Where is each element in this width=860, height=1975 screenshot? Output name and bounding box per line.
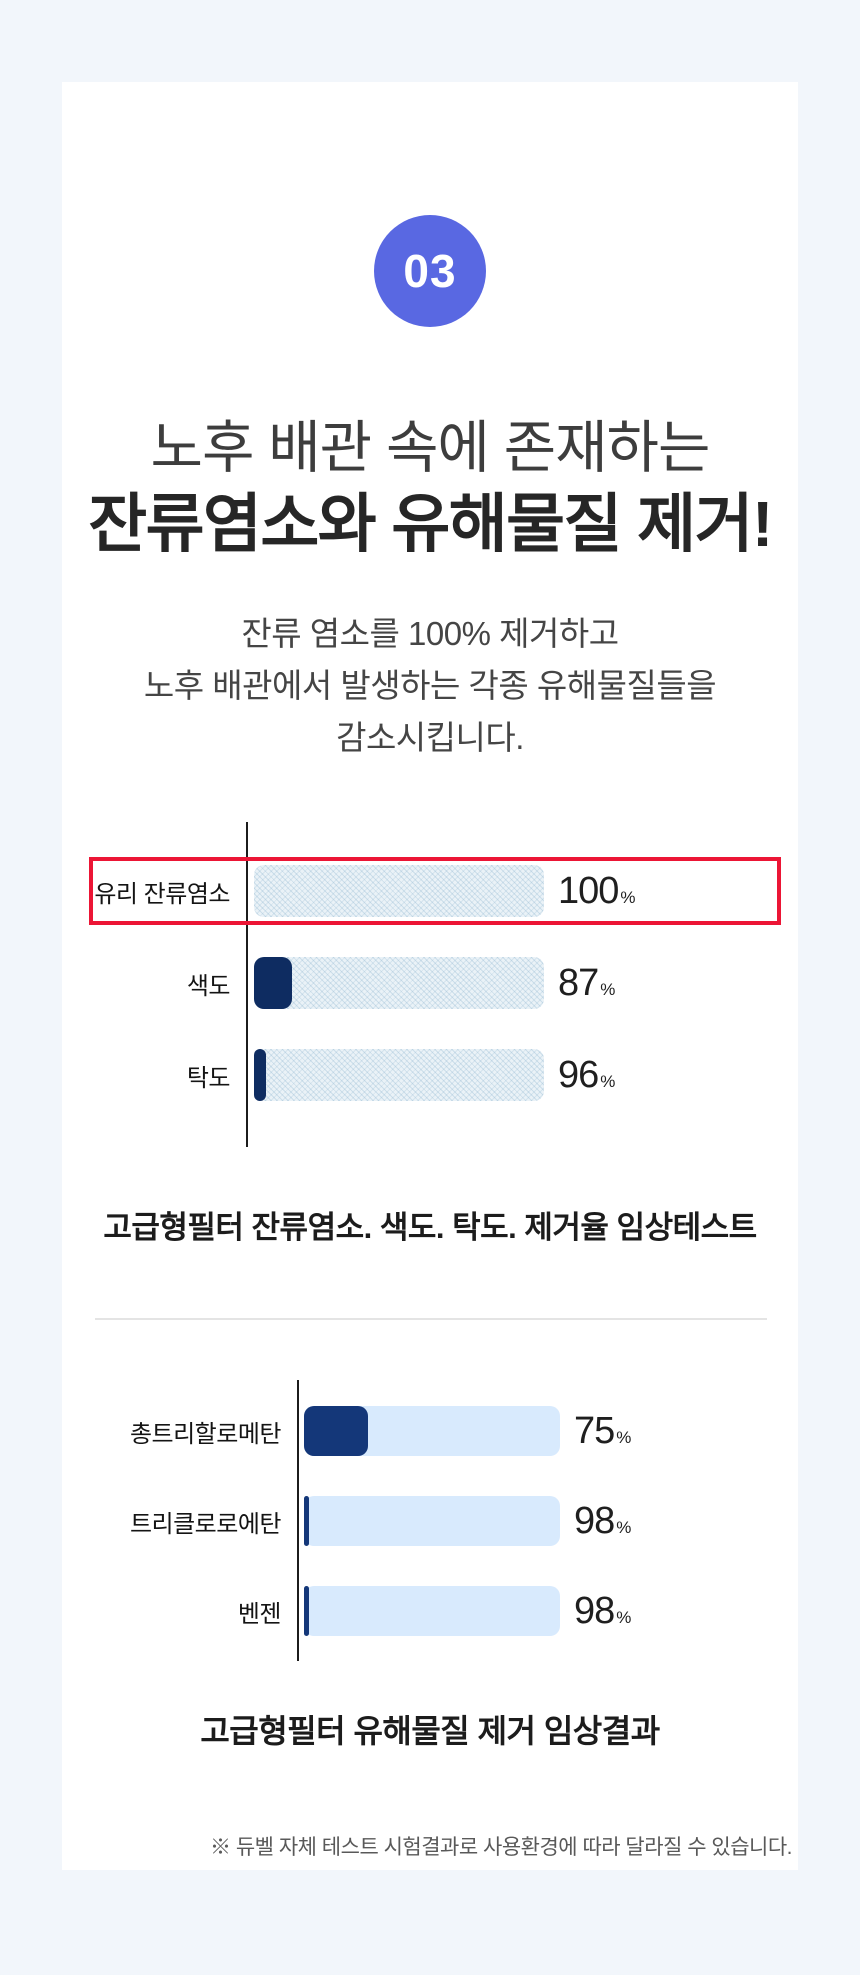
section-divider <box>95 1318 767 1320</box>
value-number: 87 <box>558 961 599 1004</box>
chart-axis-line <box>297 1380 299 1661</box>
content-card: 03 노후 배관 속에 존재하는 잔류염소와 유해물질 제거! 잔류 염소를 1… <box>62 82 798 1870</box>
bar-row-0: 유리 잔류염소 100% <box>89 865 781 917</box>
step-badge: 03 <box>374 215 486 327</box>
bar-residual-segment <box>254 1049 266 1101</box>
chart-caption-removal-rate: 고급형필터 잔류염소. 색도. 탁도. 제거율 임상테스트 <box>103 1210 757 1245</box>
value-number: 98 <box>574 1499 615 1542</box>
percent-sign: % <box>616 1517 632 1537</box>
page-title: 노후 배관 속에 존재하는 잔류염소와 유해물질 제거! <box>62 413 798 564</box>
percent-sign: % <box>616 1427 632 1447</box>
bar-label: 유리 잔류염소 <box>94 880 230 908</box>
bar-row-0: 총트리할로메탄 75% <box>89 1406 781 1456</box>
percent-sign: % <box>600 979 616 999</box>
description-line-3: 감소시킵니다. <box>336 719 524 756</box>
bar-label: 탁도 <box>186 1064 231 1092</box>
bar-track <box>304 1406 560 1456</box>
chart-caption-harmful-substances: 고급형필터 유해물질 제거 임상결과 <box>200 1713 660 1749</box>
step-number: 03 <box>403 245 457 297</box>
bar-row-1: 색도 87% <box>89 957 781 1009</box>
bar-label: 색도 <box>186 972 231 1000</box>
title-line-2: 잔류염소와 유해물질 제거! <box>88 488 773 560</box>
bar-track <box>304 1496 560 1546</box>
bar-track <box>254 957 544 1009</box>
bar-value: 87% <box>558 962 615 1005</box>
bar-row-2: 탁도 96% <box>89 1049 781 1101</box>
bar-value: 98% <box>574 1500 631 1543</box>
title-line-1: 노후 배관 속에 존재하는 <box>150 416 711 480</box>
description-text: 잔류 염소를 100% 제거하고 노후 배관에서 발생하는 각종 유해물질들을 … <box>62 608 798 764</box>
bar-row-1: 트리클로로에탄 98% <box>89 1496 781 1546</box>
bar-track <box>304 1586 560 1636</box>
value-number: 75 <box>574 1409 615 1452</box>
value-number: 100 <box>558 869 619 912</box>
bar-label: 총트리할로메탄 <box>129 1420 282 1448</box>
bar-residual-segment <box>304 1406 368 1456</box>
bar-value: 100% <box>558 870 636 913</box>
bar-label: 벤젠 <box>237 1600 282 1628</box>
bar-row-2: 벤젠 98% <box>89 1586 781 1636</box>
chart-rows: 총트리할로메탄 75% 트리클로로에탄 98% 벤젠 98% <box>89 1406 781 1636</box>
bar-track <box>254 1049 544 1101</box>
value-number: 98 <box>574 1589 615 1632</box>
chart-rows: 유리 잔류염소 100% 색도 87% 탁도 96% <box>89 865 781 1101</box>
bar-track <box>254 865 544 917</box>
bar-residual-segment <box>254 957 292 1009</box>
percent-sign: % <box>620 887 636 907</box>
bar-residual-segment <box>304 1586 310 1636</box>
bar-value: 75% <box>574 1410 631 1453</box>
bar-value: 96% <box>558 1054 615 1097</box>
bar-value: 98% <box>574 1590 631 1633</box>
bar-label: 트리클로로에탄 <box>129 1510 282 1538</box>
chart-removal-rate: 유리 잔류염소 100% 색도 87% 탁도 96% <box>89 822 781 1147</box>
bar-residual-segment <box>304 1496 310 1546</box>
percent-sign: % <box>616 1607 632 1627</box>
value-number: 96 <box>558 1053 599 1096</box>
description-line-2: 노후 배관에서 발생하는 각종 유해물질들을 <box>143 667 717 704</box>
disclaimer-footnote: ※ 듀벨 자체 테스트 시험결과로 사용환경에 따라 달라질 수 있습니다. <box>210 1836 792 1859</box>
description-line-1: 잔류 염소를 100% 제거하고 <box>241 615 619 652</box>
chart-axis-line <box>246 822 248 1147</box>
percent-sign: % <box>600 1071 616 1091</box>
chart-harmful-substances: 총트리할로메탄 75% 트리클로로에탄 98% 벤젠 98% <box>89 1380 781 1661</box>
